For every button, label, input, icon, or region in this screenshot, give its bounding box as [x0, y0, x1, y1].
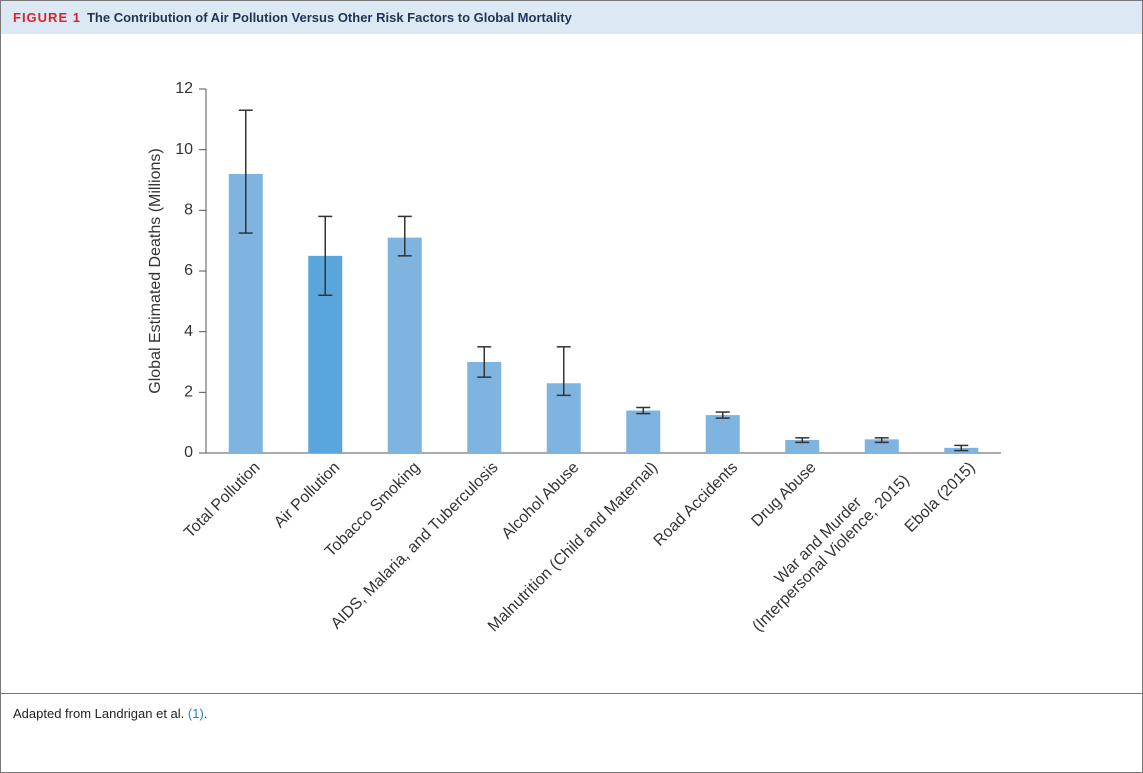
error-bar	[477, 346, 492, 378]
y-tick-label: 0	[184, 444, 193, 461]
reference-link[interactable]: (1)	[187, 706, 204, 721]
error-bar	[954, 444, 969, 452]
y-tick-label: 6	[184, 262, 193, 279]
y-tick-label: 4	[184, 323, 193, 340]
error-bar	[636, 406, 651, 415]
bar	[785, 439, 820, 453]
figure-label: FIGURE 1	[13, 10, 81, 25]
error-bar	[715, 411, 730, 419]
y-tick-label: 10	[175, 141, 193, 158]
error-bar	[795, 437, 810, 444]
error-bar	[397, 215, 412, 257]
figure-header: FIGURE 1 The Contribution of Air Pollutio…	[1, 1, 1142, 34]
error-bar	[238, 109, 253, 234]
caption: Adapted from Landrigan et al. (1).	[1, 693, 1142, 733]
caption-text: Adapted from Landrigan et al.	[13, 706, 185, 721]
y-tick-label: 12	[175, 80, 193, 97]
y-tick-label: 2	[184, 384, 193, 401]
bar	[705, 415, 740, 453]
bar	[387, 237, 422, 453]
figure-title: The Contribution of Air Pollution Versus…	[86, 10, 572, 25]
caption-end: .	[203, 706, 208, 721]
chart: Global Estimated Deaths (Millions) 0 2 4 6 8…	[147, 80, 1001, 461]
bar	[864, 439, 899, 453]
error-bar	[318, 215, 333, 297]
y-tick-label: 8	[184, 202, 193, 219]
error-bar	[556, 346, 571, 397]
bar	[626, 410, 661, 453]
y-axis-label: Global Estimated Deaths (Millions)	[147, 148, 164, 393]
error-bar	[874, 437, 889, 444]
